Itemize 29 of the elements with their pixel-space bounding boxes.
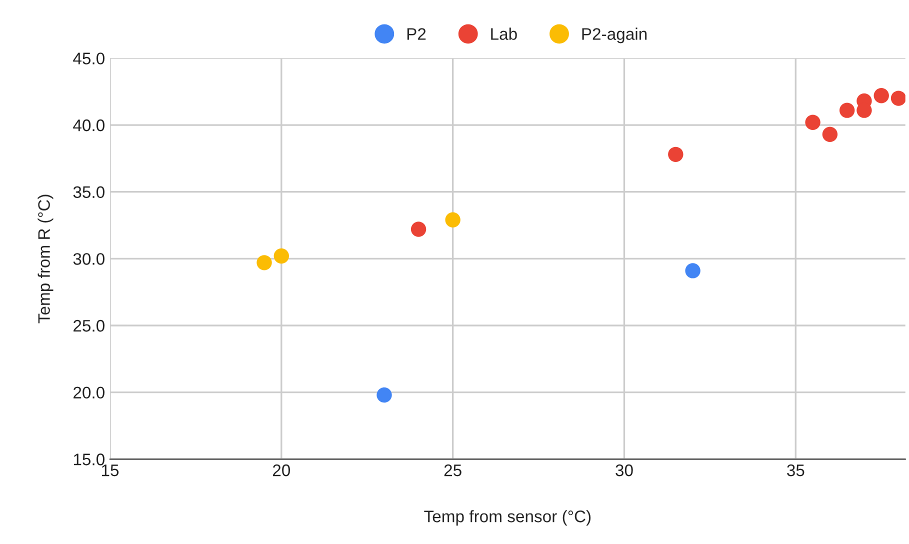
point [274,248,290,264]
y-tick-label: 45.0 [73,52,104,64]
point [668,146,684,162]
x-axis-title: Temp from sensor (°C) [424,510,591,526]
x-tick-label: 25 [444,464,462,476]
legend-label: Lab [491,28,517,40]
y-tick-label: 25.0 [74,320,104,332]
point [445,212,460,228]
point [839,102,855,118]
point [410,222,426,237]
y-tick-label: 20.0 [74,386,104,399]
x-tick-label: 30 [616,464,633,476]
point [805,114,820,130]
y-tick-label: 40.0 [73,119,104,132]
point [256,255,272,270]
y-axis-title: Temp from R (°C) [38,194,54,324]
point [822,126,838,142]
x-tick-label: 15 [102,464,119,476]
legend-label: P2-again [582,28,647,44]
x-tick-label: 20 [272,464,290,476]
point [874,88,889,104]
legend-label: P2 [407,28,426,40]
point [685,263,700,278]
y-tick-label: 35.0 [73,186,104,198]
y-tick-label: 30.0 [73,253,104,265]
point [376,387,392,403]
y-tick-label: 15.0 [74,454,104,466]
x-tick-label: 35 [787,464,804,476]
point [890,90,906,106]
